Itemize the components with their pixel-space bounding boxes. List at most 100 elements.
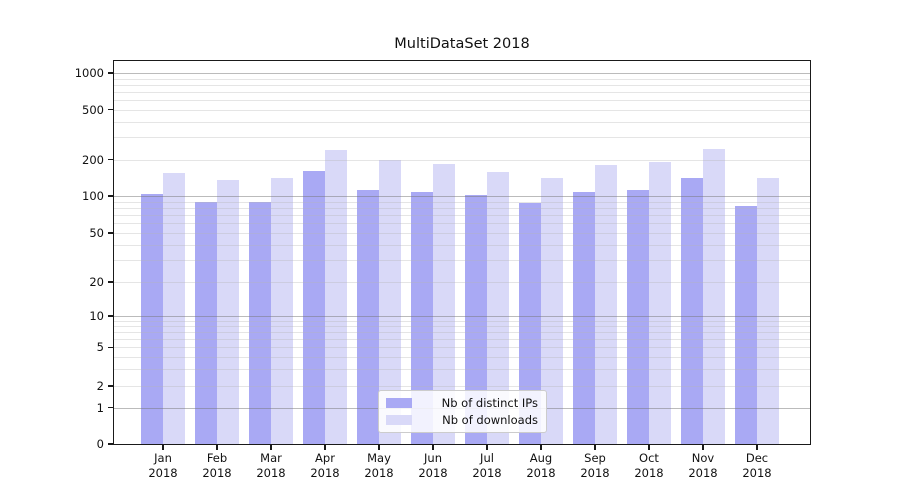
x-tick-label-year: 2018 (418, 466, 448, 480)
bar-ips (735, 205, 757, 444)
x-tick (162, 445, 164, 450)
gridline-minor (113, 260, 811, 262)
x-tick-label-year: 2018 (634, 466, 664, 480)
bar-downloads (487, 172, 509, 444)
legend: Nb of distinct IPs Nb of downloads (378, 390, 547, 433)
gridline-minor (113, 78, 811, 80)
x-tick (594, 445, 596, 450)
bar-ips (303, 170, 325, 444)
gridline-major (113, 196, 811, 197)
y-tick-label: 1000 (74, 66, 104, 80)
gridline-minor (113, 91, 811, 93)
y-tick (108, 346, 113, 348)
y-tick (108, 158, 113, 161)
x-tick-label: Nov 2018 (676, 451, 730, 481)
x-tick-label-year: 2018 (310, 466, 340, 480)
bar-downloads (433, 163, 455, 444)
bar-downloads (325, 150, 347, 444)
x-tick-label-year: 2018 (742, 466, 772, 480)
gridline-minor (113, 84, 811, 86)
x-tick-label: Aug 2018 (514, 451, 568, 481)
x-tick (432, 445, 434, 450)
bar-ips (681, 177, 703, 444)
x-tick (486, 445, 488, 450)
x-tick-label: Apr 2018 (298, 451, 352, 481)
bar-ips (195, 201, 217, 444)
plot-area (113, 60, 811, 445)
y-tick (108, 385, 113, 387)
x-tick-label-year: 2018 (526, 466, 556, 480)
x-tick-label: Dec 2018 (730, 451, 784, 481)
gridline-minor (113, 99, 811, 101)
gridline-minor (113, 356, 811, 358)
y-tick (108, 443, 113, 445)
legend-label: Nb of distinct IPs (441, 396, 538, 410)
bar-ips (465, 194, 487, 444)
y-tick (108, 281, 113, 283)
bar-downloads (757, 177, 779, 444)
gridline-minor (113, 282, 811, 283)
x-tick-label-year: 2018 (688, 466, 718, 480)
x-tick-label-year: 2018 (364, 466, 394, 480)
x-tick-label: Feb 2018 (190, 451, 244, 481)
bar-downloads (217, 180, 239, 444)
x-tick (702, 445, 704, 450)
y-tick-label: 2 (96, 379, 104, 393)
x-tick-label: Sep 2018 (568, 451, 622, 481)
x-tick (648, 445, 650, 450)
y-tick-label: 20 (89, 275, 104, 289)
gridline-minor (113, 215, 811, 217)
x-tick-label-month: Dec (745, 451, 769, 465)
gridline-minor (113, 386, 811, 387)
legend-item: Nb of distinct IPs (386, 396, 538, 410)
x-tick-label-month: Mar (260, 451, 282, 465)
bar-ips (627, 190, 649, 444)
bar-downloads (541, 178, 563, 444)
x-tick-label: Jul 2018 (460, 451, 514, 481)
legend-item: Nb of downloads (386, 413, 538, 427)
x-tick-label-month: Jan (154, 451, 172, 465)
bar-downloads (379, 159, 401, 444)
bar-ips (411, 192, 433, 444)
x-tick (756, 445, 758, 450)
x-tick-label-year: 2018 (148, 466, 178, 480)
y-tick-label: 200 (82, 152, 104, 167)
legend-swatch (386, 415, 412, 425)
x-tick-label-year: 2018 (472, 466, 502, 480)
x-tick-label-year: 2018 (202, 466, 232, 480)
legend-label: Nb of downloads (442, 413, 538, 427)
gridline-major (113, 316, 811, 317)
x-tick-label-month: Feb (206, 451, 228, 465)
y-tick (108, 195, 113, 197)
y-tick (108, 406, 113, 409)
bar-ips (249, 202, 271, 444)
gridline-minor (113, 201, 811, 203)
x-tick-label-year: 2018 (256, 466, 286, 480)
x-tick-label-year: 2018 (580, 466, 610, 480)
gridline-minor (113, 326, 811, 328)
bar-ips (357, 190, 379, 444)
bar-ips (573, 192, 595, 444)
y-tick-label: 10 (89, 309, 104, 323)
x-tick (216, 445, 218, 450)
gridline-minor (113, 159, 811, 161)
x-tick-label: May 2018 (352, 451, 406, 481)
gridline-major (113, 73, 811, 74)
x-tick-label-month: Sep (584, 451, 606, 465)
bar-downloads (649, 161, 671, 444)
x-tick (540, 445, 542, 450)
bar-downloads (271, 177, 293, 444)
gridline-minor (113, 339, 811, 341)
gridline-minor (113, 347, 811, 349)
y-tick (108, 232, 113, 234)
bar-ips (519, 202, 541, 444)
gridline-minor (113, 223, 811, 225)
chart-title: MultiDataSet 2018 (394, 36, 530, 52)
y-tick (108, 315, 113, 317)
x-tick-label: Jan 2018 (136, 451, 190, 481)
y-tick (108, 108, 113, 111)
x-tick-label-month: Jun (424, 451, 442, 465)
bar-downloads (163, 173, 185, 444)
y-tick-label: 500 (82, 102, 104, 117)
